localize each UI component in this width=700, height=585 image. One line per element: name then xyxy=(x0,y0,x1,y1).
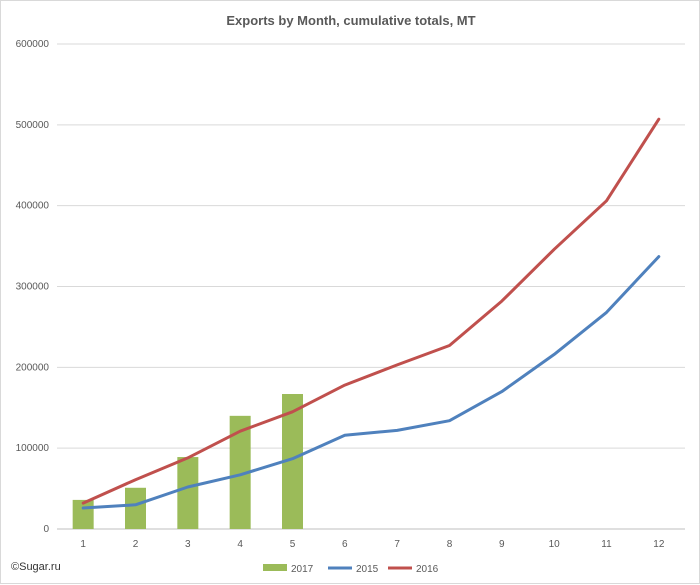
legend-swatch-2017 xyxy=(263,564,287,571)
line-2015 xyxy=(81,255,661,510)
x-tick-label: 6 xyxy=(342,539,348,550)
y-tick-label: 200000 xyxy=(16,362,50,373)
x-axis: 1 2 3 4 5 6 7 8 9 10 11 12 xyxy=(80,539,664,550)
bar-2017-2 xyxy=(125,487,146,529)
y-tick-label: 100000 xyxy=(16,443,50,454)
legend: 2017 2015 2016 xyxy=(263,564,439,575)
x-tick-label: 12 xyxy=(653,539,665,550)
y-tick-label: 300000 xyxy=(16,282,50,293)
bar-2017-3 xyxy=(177,457,199,529)
x-tick-label: 9 xyxy=(499,539,505,550)
x-tick-label: 7 xyxy=(394,539,400,550)
grid xyxy=(57,43,685,530)
y-tick-label: 600000 xyxy=(16,39,50,50)
x-tick-label: 10 xyxy=(549,539,561,550)
x-tick-label: 1 xyxy=(80,539,86,550)
legend-label-2017: 2017 xyxy=(291,564,314,575)
x-tick-label: 5 xyxy=(290,539,296,550)
x-tick-label: 11 xyxy=(601,539,612,550)
x-tick-label: 3 xyxy=(185,539,191,550)
x-tick-label: 4 xyxy=(237,539,243,550)
y-tick-label: 400000 xyxy=(16,201,50,212)
chart-title: Exports by Month, cumulative totals, MT xyxy=(226,13,475,28)
y-axis: 0 100000 200000 300000 400000 500000 600000 xyxy=(16,39,50,535)
bar-2017-5 xyxy=(282,394,303,529)
bar-series xyxy=(72,394,303,529)
line-series xyxy=(81,117,661,510)
bar-2017-4 xyxy=(229,415,251,529)
x-tick-label: 8 xyxy=(447,539,453,550)
line-2016 xyxy=(81,117,661,505)
x-tick-label: 2 xyxy=(133,539,139,550)
y-tick-label: 0 xyxy=(43,524,49,535)
source-watermark: ©Sugar.ru xyxy=(11,561,61,573)
legend-label-2016: 2016 xyxy=(416,564,439,575)
y-tick-label: 500000 xyxy=(16,120,50,131)
legend-label-2015: 2015 xyxy=(356,564,379,575)
